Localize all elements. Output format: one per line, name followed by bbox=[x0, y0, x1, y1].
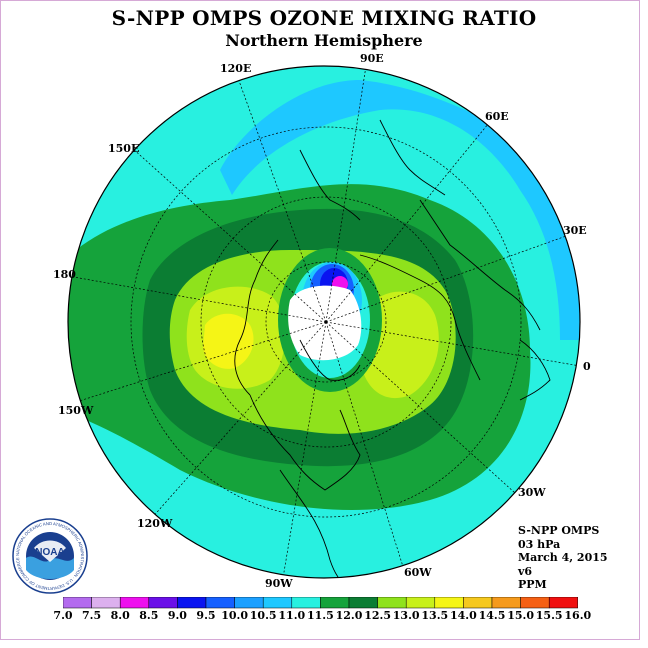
lon-label-90e: 90E bbox=[360, 52, 384, 65]
colorbar-swatch bbox=[520, 597, 550, 609]
colorbar-label: 11.0 bbox=[278, 609, 306, 622]
colorbar-swatch bbox=[63, 597, 92, 609]
colorbar-label: 15.0 bbox=[507, 609, 534, 622]
product-info: S-NPP OMPS 03 hPa March 4, 2015 v6 PPM bbox=[518, 524, 608, 592]
colorbar-swatch bbox=[463, 597, 493, 609]
noaa-logo: NOAA NATIONAL OCEANIC AND ATMOSPHERIC AD… bbox=[12, 518, 88, 594]
colorbar-swatch bbox=[91, 597, 121, 609]
colorbar-label: 12.5 bbox=[364, 609, 391, 622]
colorbar-label: 7.0 bbox=[53, 609, 73, 622]
colorbar-label: 9.5 bbox=[196, 609, 216, 622]
colorbar-swatch bbox=[205, 597, 235, 609]
colorbar-swatch bbox=[291, 597, 321, 609]
lon-label-30w: 30W bbox=[518, 486, 546, 499]
colorbar-label: 7.5 bbox=[82, 609, 102, 622]
info-instrument: S-NPP OMPS bbox=[518, 524, 600, 537]
lon-label-60e: 60E bbox=[485, 110, 509, 123]
coastlines bbox=[234, 119, 551, 578]
ozone-band-13-5 bbox=[203, 313, 254, 369]
colorbar-label: 14.5 bbox=[478, 609, 506, 622]
colorbar-label: 16.0 bbox=[564, 609, 592, 622]
colorbar-label: 13.0 bbox=[392, 609, 420, 622]
colorbar-swatch bbox=[434, 597, 464, 609]
lon-label-150w: 150W bbox=[58, 404, 94, 417]
info-units: PPM bbox=[518, 578, 547, 591]
colorbar-label: 13.5 bbox=[421, 609, 449, 622]
figure-frame bbox=[0, 0, 640, 640]
colorbar-label: 14.0 bbox=[449, 609, 477, 622]
lon-label-150e: 150E bbox=[108, 142, 140, 155]
colorbar-swatch bbox=[262, 597, 293, 609]
noaa-logo-text: NOAA bbox=[35, 547, 64, 558]
map-subtitle: Northern Hemisphere bbox=[225, 31, 423, 50]
colorbar-label: 8.0 bbox=[110, 609, 130, 622]
info-level: 03 hPa bbox=[518, 537, 561, 551]
info-date: March 4, 2015 bbox=[518, 551, 608, 564]
colorbar-swatch bbox=[348, 597, 378, 609]
colorbar-swatch bbox=[320, 597, 350, 609]
map-boundary bbox=[67, 65, 581, 579]
colorbar-label: 12.0 bbox=[335, 609, 363, 622]
colorbar-label: 10.5 bbox=[249, 609, 277, 622]
map-title: S-NPP OMPS OZONE MIXING RATIO bbox=[111, 6, 537, 30]
colorbar-swatch bbox=[405, 597, 436, 609]
colorbar-swatch bbox=[148, 597, 178, 609]
lon-label-30e: 30E bbox=[563, 224, 587, 237]
colorbar-swatch bbox=[548, 597, 578, 609]
colorbar-label: 11.5 bbox=[306, 609, 334, 622]
lon-label-60w: 60W bbox=[404, 566, 432, 579]
colorbar-swatch bbox=[177, 597, 207, 609]
lon-label-0: 0 bbox=[583, 360, 591, 373]
colorbar-label: 10.0 bbox=[221, 609, 248, 622]
colorbar-label: 9.0 bbox=[167, 609, 187, 622]
colorbar bbox=[63, 597, 578, 609]
lon-label-180: 180 bbox=[53, 268, 76, 281]
lon-label-90w: 90W bbox=[265, 577, 293, 590]
colorbar-swatch bbox=[491, 597, 521, 609]
colorbar-swatch bbox=[234, 597, 264, 609]
colorbar-label: 15.5 bbox=[535, 609, 563, 622]
lon-label-120e: 120E bbox=[220, 62, 252, 75]
lon-label-120w: 120W bbox=[137, 517, 173, 530]
colorbar-swatch bbox=[119, 597, 150, 609]
ozone-band-10-5 bbox=[220, 80, 580, 340]
colorbar-swatch bbox=[377, 597, 407, 609]
colorbar-label: 8.5 bbox=[139, 609, 159, 622]
graticule bbox=[68, 66, 580, 578]
info-version: v6 bbox=[518, 564, 533, 578]
